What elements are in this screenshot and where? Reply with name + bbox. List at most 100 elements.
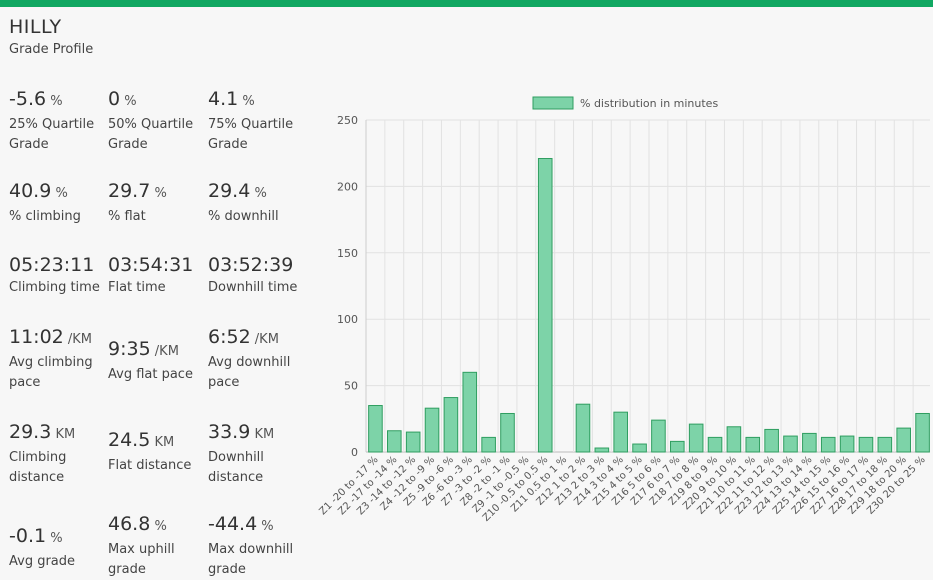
- stat-unit: KM: [250, 427, 275, 442]
- stat-label: % flat: [108, 209, 146, 224]
- stat-number: 24.5: [108, 429, 151, 451]
- stat-label: 75% Quartile Grade: [208, 117, 294, 152]
- bar-4: [424, 407, 440, 453]
- stat-number: 29.7: [108, 180, 151, 202]
- bar-14: [613, 411, 628, 453]
- bar-1: [368, 405, 383, 453]
- bar-19: [707, 436, 723, 453]
- stat-label: Avg flat pace: [108, 367, 193, 382]
- stat-label: Max uphill grade: [108, 542, 175, 577]
- y-tick-label: 150: [337, 247, 358, 260]
- stat-label: Climbing time: [9, 280, 100, 295]
- stat-number: -0.1: [9, 525, 47, 547]
- stat-label: Avg climbing pace: [9, 355, 93, 390]
- stat-number: 29.4: [208, 180, 251, 202]
- stat-label: % climbing: [9, 209, 81, 224]
- stat-value: 11:02 /KM: [9, 326, 109, 351]
- stat-label: Flat distance: [108, 458, 192, 473]
- stat-unit: /KM: [63, 332, 93, 347]
- stat-value: 40.9 %: [9, 180, 109, 205]
- bar-20: [726, 426, 742, 453]
- y-tick-label: 0: [351, 446, 358, 459]
- stat-block: 46.8 % Max uphill grade: [108, 513, 208, 580]
- legend-swatch: [532, 96, 574, 110]
- stat-label: Avg grade: [9, 554, 76, 569]
- stat-unit: %: [46, 531, 63, 546]
- stat-value: -44.4 %: [208, 513, 308, 538]
- bar-16: [651, 419, 666, 453]
- stat-number: 33.9: [208, 421, 251, 443]
- bar-7: [481, 436, 496, 453]
- stat-number: 03:52:39: [208, 254, 294, 276]
- stat-label: % downhill: [208, 209, 279, 224]
- stat-label: Downhill distance: [208, 450, 264, 485]
- stat-number: 11:02: [9, 326, 64, 348]
- stat-unit: %: [46, 94, 63, 109]
- stat-number: 46.8: [108, 513, 151, 535]
- stat-unit: %: [250, 186, 267, 201]
- bar-8: [500, 412, 515, 453]
- stat-number: 4.1: [208, 88, 239, 110]
- stat-value: 9:35 /KM: [108, 338, 208, 363]
- stat-value: 29.4 %: [208, 180, 308, 205]
- stat-unit: /KM: [250, 332, 279, 347]
- stat-number: 40.9: [9, 180, 52, 202]
- bar-18: [688, 423, 704, 453]
- stat-label: Climbing distance: [9, 450, 67, 485]
- stat-value: 46.8 %: [108, 513, 208, 538]
- stat-block: 29.4 % % downhill: [208, 180, 308, 227]
- stat-number: -44.4: [208, 513, 258, 535]
- stat-block: 4.1 % 75% Quartile Grade: [208, 88, 308, 155]
- bar-22: [764, 428, 779, 453]
- stat-value: 0 %: [108, 88, 208, 113]
- bar-24: [802, 432, 817, 453]
- y-tick-label: 200: [337, 180, 358, 193]
- stat-number: 05:23:11: [9, 254, 95, 276]
- stat-unit: %: [150, 519, 167, 534]
- page-subtitle: Grade Profile: [9, 42, 94, 57]
- stat-block: 33.9 KM Downhill distance: [208, 421, 308, 488]
- bar-10: [537, 158, 553, 453]
- stat-value: -5.6 %: [9, 88, 109, 113]
- stat-number: 0: [108, 88, 121, 110]
- y-tick-label: 50: [344, 380, 358, 393]
- legend-label: % distribution in minutes: [580, 97, 718, 110]
- stat-block: 24.5 KM Flat distance: [108, 429, 208, 476]
- stat-block: 0 % 50% Quartile Grade: [108, 88, 208, 155]
- stat-unit: %: [51, 186, 68, 201]
- stat-unit: %: [120, 94, 137, 109]
- stat-value: 33.9 KM: [208, 421, 308, 446]
- bar-3: [405, 431, 421, 453]
- stat-unit: /KM: [150, 344, 179, 359]
- stat-value: 05:23:11: [9, 254, 109, 276]
- bar-6: [462, 371, 478, 453]
- bar-15: [632, 443, 647, 453]
- stat-value: -0.1 %: [9, 525, 109, 550]
- stat-block: 9:35 /KM Avg flat pace: [108, 338, 208, 385]
- bar-17: [670, 440, 685, 453]
- stat-value: 03:52:39: [208, 254, 308, 276]
- stat-number: 03:54:31: [108, 254, 194, 276]
- bar-25: [820, 436, 836, 453]
- page-title: HILLY: [9, 16, 62, 38]
- bar-30: [915, 412, 930, 453]
- stat-block: 29.7 % % flat: [108, 180, 208, 227]
- stat-block: 05:23:11 Climbing time: [9, 254, 109, 298]
- stat-unit: %: [257, 519, 274, 534]
- stat-number: 29.3: [9, 421, 52, 443]
- y-tick-label: 100: [337, 313, 358, 326]
- bar-28: [877, 436, 893, 453]
- stat-number: 6:52: [208, 326, 251, 348]
- stat-block: 29.3 KM Climbing distance: [9, 421, 109, 488]
- stat-value: 24.5 KM: [108, 429, 208, 454]
- stat-unit: %: [238, 94, 255, 109]
- y-tick-label: 250: [337, 114, 358, 127]
- stat-value: 6:52 /KM: [208, 326, 308, 351]
- stat-unit: KM: [150, 435, 175, 450]
- bar-5: [443, 397, 459, 453]
- stat-block: 03:54:31 Flat time: [108, 254, 208, 298]
- stat-block: 11:02 /KM Avg climbing pace: [9, 326, 109, 393]
- stat-block: 40.9 % % climbing: [9, 180, 109, 227]
- bar-27: [858, 436, 874, 453]
- stat-unit: %: [150, 186, 167, 201]
